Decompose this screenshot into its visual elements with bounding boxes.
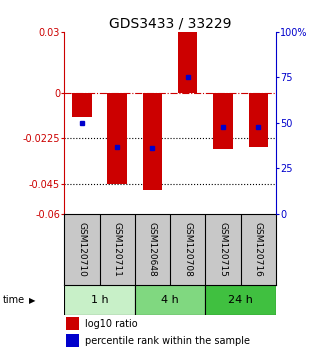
Bar [178, 32, 197, 92]
Bar [249, 92, 268, 147]
Bar [135, 285, 205, 315]
Text: time: time [3, 295, 25, 305]
Text: GSM120648: GSM120648 [148, 222, 157, 277]
Bar [64, 285, 135, 315]
Bar [66, 335, 79, 347]
Text: log10 ratio: log10 ratio [85, 319, 138, 329]
Bar [143, 92, 162, 190]
Text: GSM120711: GSM120711 [113, 222, 122, 277]
Text: percentile rank within the sample: percentile rank within the sample [85, 336, 250, 346]
Text: ▶: ▶ [29, 296, 35, 304]
Bar [205, 285, 276, 315]
Text: 24 h: 24 h [228, 295, 253, 305]
Text: 4 h: 4 h [161, 295, 179, 305]
Bar [72, 92, 91, 117]
Text: 1 h: 1 h [91, 295, 108, 305]
Text: GSM120715: GSM120715 [219, 222, 228, 277]
Title: GDS3433 / 33229: GDS3433 / 33229 [109, 17, 231, 31]
Text: GSM120716: GSM120716 [254, 222, 263, 277]
Bar [213, 92, 233, 149]
Bar [108, 92, 127, 184]
Text: GSM120710: GSM120710 [77, 222, 86, 277]
Bar [66, 317, 79, 330]
Text: GSM120708: GSM120708 [183, 222, 192, 277]
